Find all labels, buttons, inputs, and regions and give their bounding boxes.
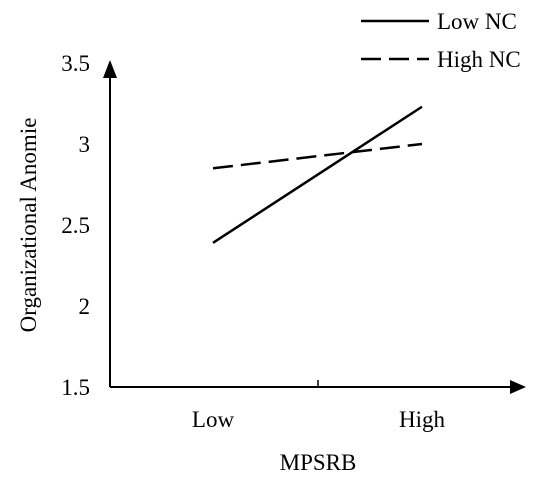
legend-label: Low NC (437, 9, 517, 34)
x-axis-arrow-icon (510, 380, 526, 394)
y-axis-arrow-icon (103, 60, 117, 78)
y-tick-label: 1.5 (61, 375, 90, 400)
y-tick-label: 2.5 (61, 213, 90, 238)
series-line-low-nc (212, 105, 423, 244)
series-line-high-nc (212, 142, 423, 170)
x-tick-group: Low High (192, 407, 446, 432)
y-axis-title: Organizational Anomie (16, 118, 41, 333)
y-tick-label: 3.5 (61, 51, 90, 76)
x-tick-label: High (399, 407, 446, 432)
axes (103, 60, 526, 394)
x-axis-title: MPSRB (280, 450, 357, 475)
series-group (212, 105, 423, 244)
legend-label: High NC (437, 47, 521, 72)
y-tick-label: 3 (79, 132, 91, 157)
y-tick-group: 1.5 2 2.5 3 3.5 (61, 51, 90, 400)
legend: Low NC High NC (361, 9, 521, 72)
x-tick-label: Low (192, 407, 235, 432)
y-tick-label: 2 (79, 294, 91, 319)
